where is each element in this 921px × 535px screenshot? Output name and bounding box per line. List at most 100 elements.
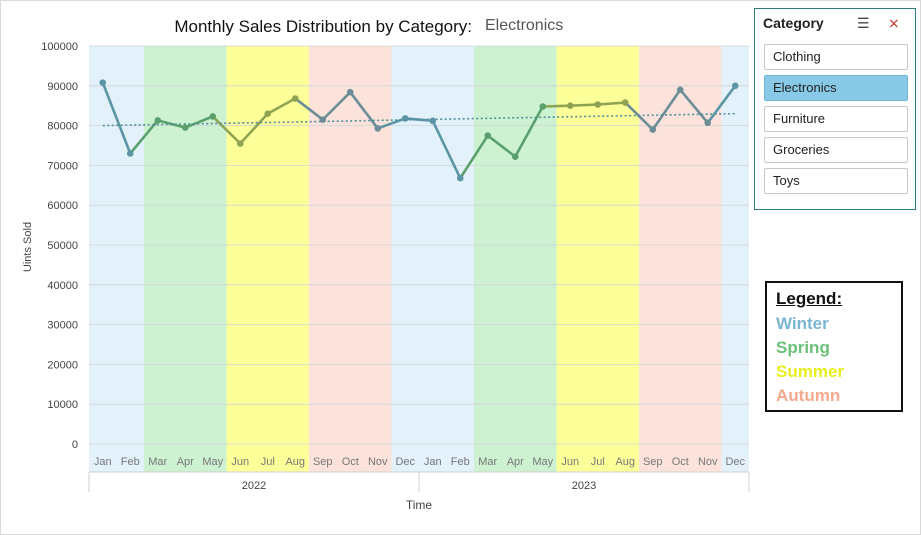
- season-band-winter: [89, 46, 144, 472]
- x-tick-label: Nov: [698, 456, 718, 468]
- y-tick-label: 30000: [47, 320, 78, 332]
- series-line-segment: [513, 105, 545, 158]
- season-band-spring: [474, 46, 557, 472]
- legend-item-winter: Winter: [776, 314, 829, 333]
- data-point: [346, 88, 354, 96]
- data-point: [126, 150, 134, 157]
- x-tick-label: Dec: [725, 456, 745, 468]
- y-tick-label: 10000: [47, 399, 78, 411]
- slicer-title: Category: [763, 15, 824, 31]
- series-line-segment: [596, 101, 627, 106]
- x-tick-label: Oct: [672, 456, 689, 468]
- series-line-segment: [706, 84, 737, 125]
- x-tick-label: May: [532, 456, 553, 468]
- data-point: [621, 99, 629, 106]
- y-tick-label: 40000: [47, 280, 78, 292]
- x-tick-label: Feb: [451, 456, 470, 468]
- data-point: [649, 126, 657, 133]
- series-line-segment: [266, 97, 297, 115]
- series-line-segment: [293, 97, 325, 121]
- x-tick-label: Apr: [177, 456, 194, 468]
- data-point: [429, 117, 437, 125]
- selected-category-label: Electronics: [485, 17, 563, 34]
- series-line-segment: [431, 119, 462, 180]
- x-tick-label: Oct: [342, 456, 359, 468]
- data-point: [704, 119, 712, 127]
- series-line-segment: [541, 104, 572, 108]
- category-slicer: Category ☰ ⨯ Clothing Electronics Furnit…: [754, 8, 916, 210]
- season-band-spring: [144, 46, 227, 472]
- legend-item-spring: Spring: [776, 338, 830, 357]
- season-band-autumn: [309, 46, 392, 472]
- data-point: [731, 82, 739, 90]
- slicer-item-furniture[interactable]: Furniture: [764, 106, 908, 132]
- season-legend: Legend: Winter Spring Summer Autumn: [765, 281, 903, 412]
- data-point: [484, 132, 492, 139]
- data-point: [594, 101, 602, 108]
- y-tick-label: 60000: [47, 200, 78, 212]
- x-axis-label: Time: [406, 498, 433, 512]
- year-label: 2022: [242, 480, 266, 492]
- data-point: [181, 124, 189, 131]
- series-line-segment: [128, 119, 160, 155]
- series-line-segment: [651, 88, 682, 131]
- y-axis-label: Uints Sold: [22, 222, 34, 272]
- slicer-item-electronics[interactable]: Electronics: [764, 75, 908, 101]
- y-tick-label: 90000: [47, 81, 78, 93]
- data-point: [676, 86, 684, 94]
- x-tick-label: Jan: [424, 456, 442, 468]
- data-point: [566, 102, 574, 109]
- data-point: [374, 125, 382, 132]
- slicer-item-clothing[interactable]: Clothing: [764, 44, 908, 70]
- year-label: 2023: [572, 480, 596, 492]
- series-line-segment: [678, 88, 710, 125]
- data-point: [456, 174, 464, 182]
- multi-select-icon[interactable]: ☰: [857, 15, 870, 31]
- data-point: [236, 140, 244, 147]
- x-tick-label: Feb: [121, 456, 140, 468]
- x-tick-label: Aug: [285, 456, 305, 468]
- series-line-segment: [348, 90, 380, 130]
- legend-title: Legend:: [776, 289, 843, 308]
- series-line-segment: [183, 115, 215, 129]
- series-line-segment: [458, 134, 490, 180]
- x-tick-label: Jun: [561, 456, 579, 468]
- clear-filter-icon[interactable]: ⨯: [888, 15, 900, 31]
- series-line-segment: [568, 103, 600, 107]
- y-tick-label: 0: [72, 439, 78, 451]
- slicer-item-groceries[interactable]: Groceries: [764, 137, 908, 163]
- season-band-summer: [226, 46, 309, 472]
- series-line-segment: [238, 112, 270, 145]
- season-band-winter: [391, 46, 474, 472]
- data-point: [291, 95, 299, 102]
- trendline: [102, 112, 736, 127]
- data-point: [99, 79, 107, 86]
- y-tick-label: 20000: [47, 359, 78, 371]
- season-band-summer: [556, 46, 639, 472]
- data-point: [319, 116, 327, 123]
- series-line-segment: [101, 81, 132, 155]
- x-tick-label: Apr: [507, 456, 524, 468]
- chart-title: Monthly Sales Distribution by Category:: [174, 17, 472, 36]
- y-tick-label: 50000: [47, 240, 78, 252]
- x-tick-label: Sep: [643, 456, 663, 468]
- x-tick-label: Nov: [368, 456, 388, 468]
- y-tick-label: 100000: [41, 41, 78, 53]
- slicer-item-toys[interactable]: Toys: [764, 168, 908, 194]
- x-tick-label: Jul: [591, 456, 605, 468]
- season-band-winter: [721, 46, 749, 472]
- x-tick-label: Mar: [148, 456, 167, 468]
- legend-item-autumn: Autumn: [776, 386, 841, 405]
- data-point: [209, 113, 217, 120]
- legend-item-summer: Summer: [776, 362, 845, 381]
- x-tick-label: Mar: [478, 456, 497, 468]
- data-point: [401, 115, 409, 122]
- data-point: [154, 117, 162, 124]
- x-tick-label: Jul: [261, 456, 275, 468]
- series-line-segment: [486, 134, 517, 158]
- series-line-segment: [211, 115, 242, 145]
- y-tick-label: 80000: [47, 121, 78, 133]
- data-point: [511, 153, 519, 160]
- x-tick-label: Jun: [231, 456, 249, 468]
